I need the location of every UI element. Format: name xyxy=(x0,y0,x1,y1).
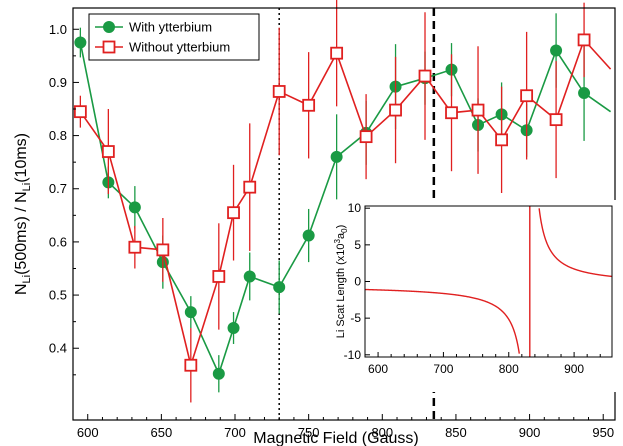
inset-x-tick-label: 700 xyxy=(433,362,453,376)
inset-y-title-subscript: 0 xyxy=(340,228,349,233)
inset-y-axis-title: Li Scat Length (x103a0) xyxy=(333,225,349,339)
main-plot: 600 650 700 750 800 850 900 950 0.4 0.5 0.6 0.7 0.8… xyxy=(13,0,616,446)
legend-box xyxy=(88,13,260,61)
data-point xyxy=(330,150,343,163)
inset-y-tick-label: 0 xyxy=(354,275,361,289)
y-tick-label: 0.8 xyxy=(49,128,67,143)
x-tick-label: 800 xyxy=(371,425,393,440)
data-point xyxy=(445,106,458,120)
data-point xyxy=(495,133,508,147)
y-axis-title-subscript: Li xyxy=(21,183,33,192)
y-axis-title-part: (10ms) xyxy=(13,133,30,183)
y-tick-label: 0.9 xyxy=(49,75,67,90)
inset-x-axis: 600 700 800 900 xyxy=(368,352,601,376)
series-without-ytterbium xyxy=(73,0,612,403)
data-point xyxy=(550,44,563,57)
data-point xyxy=(101,145,115,158)
data-point xyxy=(156,243,170,257)
legend-marker xyxy=(102,40,116,54)
legend-entry-with-ytterbium: With ytterbium xyxy=(95,20,212,35)
x-axis-title: Magnetic Field (Gauss) xyxy=(253,430,418,446)
x-tick-label: 700 xyxy=(224,425,246,440)
data-point xyxy=(102,40,116,54)
data-point xyxy=(128,240,142,254)
y-axis-title-part: N xyxy=(13,283,30,295)
inset-x-tick-label: 600 xyxy=(368,362,388,376)
data-point xyxy=(549,113,563,127)
y-tick-label: 0.6 xyxy=(49,234,67,249)
legend: With ytterbium Without ytterbium xyxy=(88,13,260,61)
x-tick-label: 600 xyxy=(77,425,99,440)
inset-background xyxy=(330,200,616,392)
data-point xyxy=(359,130,373,144)
data-point xyxy=(73,105,87,119)
data-point xyxy=(227,206,240,220)
data-point xyxy=(272,85,286,98)
data-point xyxy=(418,69,432,83)
data-point xyxy=(227,322,240,335)
inset-y-axis: -10 -5 0 5 10 xyxy=(344,201,370,362)
data-point xyxy=(273,281,286,294)
data-point xyxy=(74,36,87,49)
curve-above-resonance xyxy=(538,208,613,278)
y-tick-label: 0.4 xyxy=(49,341,67,356)
data-point xyxy=(184,306,197,319)
inset-y-title-part: Li Scat Length (x10 xyxy=(335,243,347,338)
y-axis-title-subscript: Li xyxy=(21,275,33,284)
inset-x-tick-label: 900 xyxy=(564,362,584,376)
x-tick-label: 850 xyxy=(445,425,467,440)
inset-y-tick-label: -10 xyxy=(344,348,362,362)
inset-y-title-part: ) xyxy=(335,225,347,229)
data-point xyxy=(212,270,226,283)
data-point xyxy=(128,201,141,214)
data-point xyxy=(578,87,591,100)
x-tick-label: 750 xyxy=(298,425,320,440)
x-tick-label: 900 xyxy=(519,425,541,440)
inset-y-tick-label: 5 xyxy=(354,238,361,252)
legend-label: Without ytterbium xyxy=(129,40,230,55)
data-point xyxy=(184,358,198,372)
inset-y-title-part: a xyxy=(335,232,347,239)
data-point xyxy=(520,89,534,103)
data-point xyxy=(577,33,591,47)
main-x-axis: 600 650 700 750 800 850 900 950 xyxy=(77,414,614,440)
y-tick-label: 0.5 xyxy=(49,288,67,303)
data-point xyxy=(212,367,225,380)
inset-curve xyxy=(364,206,613,357)
y-tick-label: 1.0 xyxy=(49,22,67,37)
data-point xyxy=(243,270,256,283)
y-axis-title: NLi(500ms) / NLi(10ms) xyxy=(13,133,33,295)
curve-below-resonance xyxy=(364,288,520,354)
inset-y-tick-label: 10 xyxy=(348,201,362,215)
x-tick-label: 950 xyxy=(592,425,614,440)
inset-x-tick-label: 800 xyxy=(499,362,519,376)
main-y-axis: 0.4 0.5 0.6 0.7 0.8 0.9 1.0 xyxy=(49,22,79,376)
legend-label: With ytterbium xyxy=(129,20,212,35)
inset-y-tick-label: -5 xyxy=(350,311,361,325)
data-point xyxy=(302,229,315,242)
y-tick-label: 0.7 xyxy=(49,181,67,196)
legend-entry-without-ytterbium: Without ytterbium xyxy=(95,40,230,55)
inset-y-title-superscript: 3 xyxy=(333,238,342,243)
data-point xyxy=(330,46,344,60)
legend-marker xyxy=(103,21,115,33)
y-axis-title-part: (500ms) / N xyxy=(13,191,30,275)
x-tick-label: 650 xyxy=(151,425,173,440)
data-point xyxy=(471,103,485,117)
data-point xyxy=(389,103,402,117)
main-series-layer xyxy=(73,0,612,403)
data-point xyxy=(103,21,115,33)
data-point xyxy=(243,180,257,194)
data-point xyxy=(302,98,316,112)
